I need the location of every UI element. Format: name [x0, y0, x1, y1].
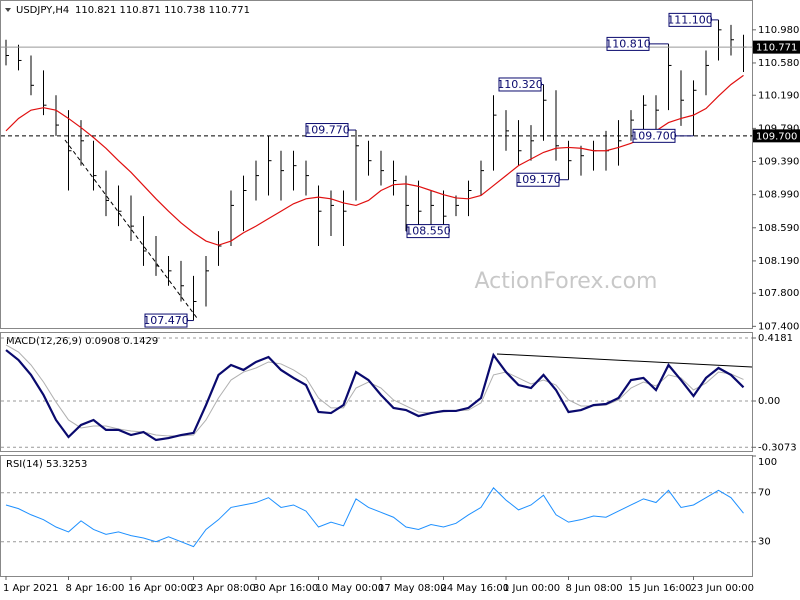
y-tick-label: 110.980 [758, 25, 799, 36]
annotation-label: 108.550 [405, 225, 451, 238]
annotation-box [668, 12, 712, 27]
rsi-title: RSI(14) 53.3253 [6, 459, 87, 470]
x-tick-label: 8 Apr 16:00 [66, 583, 125, 594]
x-tick-label: 16 Apr 00:00 [128, 583, 193, 594]
rsi-panel [0, 455, 753, 577]
macd-trend-line [496, 353, 753, 368]
x-tick-label: 10 May 00:00 [316, 583, 385, 594]
watermark: ActionForex.com [475, 269, 658, 294]
annotation-box [516, 172, 560, 187]
price-label: 109.700 [756, 131, 797, 142]
x-tick-label: 1 Apr 2021 [3, 583, 58, 594]
annotation-label: 109.770 [304, 124, 350, 137]
price-label-box [753, 40, 800, 54]
collapse-icon [5, 8, 11, 12]
annotation-box [144, 313, 188, 328]
quote: 110.821 110.871 110.738 110.771 [75, 5, 250, 16]
chart-title: USDJPY,H4 [16, 5, 69, 16]
annotation-box [406, 224, 450, 239]
x-tick-label: 17 May 08:00 [378, 583, 447, 594]
annotation-box [498, 77, 542, 92]
price-label: 110.771 [756, 43, 797, 54]
y-tick-label: 107.400 [758, 321, 799, 332]
annotation-label: 111.100 [667, 13, 713, 26]
x-tick-label: 23 Apr 08:00 [191, 583, 256, 594]
annotation-box [606, 36, 650, 51]
price-panel [0, 0, 753, 329]
x-tick-label: 1 Jun 00:00 [503, 583, 560, 594]
y-tick-label: 0.4181 [758, 333, 793, 344]
y-tick-label: 109.790 [758, 123, 799, 134]
y-tick-label: 0.00 [758, 396, 780, 407]
x-tick-label: 24 May 16:00 [441, 583, 510, 594]
annotation-label: 110.320 [497, 78, 543, 91]
y-tick-label: 107.800 [758, 288, 799, 299]
y-tick-label: 108.590 [758, 223, 799, 234]
y-tick-label: 70 [758, 488, 771, 499]
annotation-label: 109.700 [631, 129, 677, 142]
x-tick-label: 15 Jun 16:00 [628, 583, 692, 594]
y-tick-label: 110.190 [758, 90, 799, 101]
rsi-line [5, 487, 744, 548]
signal-line [5, 344, 744, 437]
y-tick-label: 109.390 [758, 157, 799, 168]
trend-line [64, 139, 198, 319]
x-tick-label: 23 Jun 00:00 [691, 583, 755, 594]
x-tick-label: 30 Apr 16:00 [253, 583, 318, 594]
annotation-label: 109.170 [515, 173, 561, 186]
y-tick-label: 30 [758, 537, 771, 548]
macd-line [5, 349, 745, 442]
y-tick-label: 100 [758, 457, 777, 468]
annotation-box [632, 128, 676, 143]
macd-title: MACD(12,26,9) 0.0908 0.1429 [6, 336, 158, 347]
annotation-box [305, 123, 349, 138]
annotation-label: 110.810 [605, 37, 651, 50]
moving-average [5, 74, 744, 246]
y-tick-label: -0.3073 [758, 442, 797, 453]
macd-panel [0, 332, 753, 452]
y-tick-label: 108.190 [758, 256, 799, 267]
y-tick-label: 110.580 [758, 58, 799, 69]
y-tick-label: 108.990 [758, 190, 799, 201]
x-tick-label: 8 Jun 08:00 [566, 583, 623, 594]
price-label-box [753, 129, 800, 143]
annotation-label: 107.470 [143, 314, 189, 327]
